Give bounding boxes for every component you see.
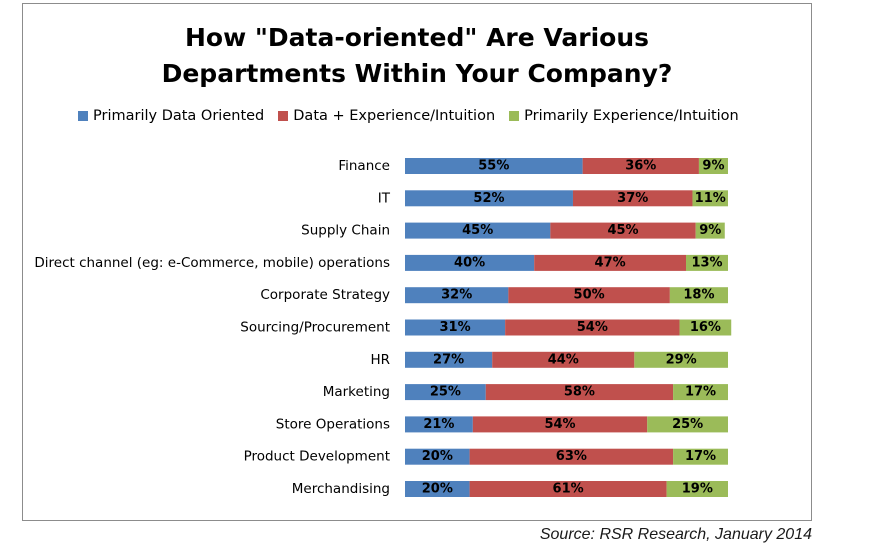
- category-label-marketing: Marketing: [323, 384, 390, 400]
- legend-swatch-data-plus-experience: [278, 111, 289, 121]
- category-label-corporate-strategy: Corporate Strategy: [260, 287, 390, 303]
- legend-label-data-oriented: Primarily Data Oriented: [93, 108, 265, 124]
- legend: Primarily Data Oriented Data + Experienc…: [78, 106, 753, 126]
- value-label-finance-primarily-data-oriented: 55%: [478, 159, 509, 174]
- value-label-store-operations-primarily-data-oriented: 21%: [423, 417, 454, 432]
- value-label-marketing-primarily-experience-intuition: 17%: [685, 385, 716, 400]
- chart-title: How "Data-oriented" Are Various Departme…: [161, 23, 673, 88]
- bar-marketing-primarily-data-oriented: [405, 384, 486, 401]
- value-label-direct-channel-eg-e-commerce-mobile-operations-primarily-data-oriented: 40%: [454, 255, 485, 270]
- value-label-store-operations-primarily-experience-intuition: 25%: [672, 417, 703, 432]
- value-label-corporate-strategy-primarily-experience-intuition: 18%: [683, 288, 714, 303]
- value-label-it-data-experience-intuition: 37%: [617, 191, 648, 206]
- bar-marketing-data-experience-intuition: [485, 384, 674, 401]
- value-label-finance-data-experience-intuition: 36%: [625, 159, 656, 174]
- bar-corporate-strategy-primarily-experience-intuition: [669, 287, 728, 304]
- bar-direct-channel-eg-e-commerce-mobile-operations-data-experience-intuition: [534, 254, 687, 271]
- bar-merchandising-primarily-data-oriented: [405, 481, 470, 497]
- bar-direct-channel-eg-e-commerce-mobile-operations-primarily-experience-intuition: [686, 254, 728, 271]
- value-label-direct-channel-eg-e-commerce-mobile-operations-data-experience-intuition: 47%: [595, 255, 626, 270]
- bar-marketing-primarily-experience-intuition: [673, 384, 728, 401]
- value-label-hr-primarily-experience-intuition: 29%: [666, 352, 697, 367]
- value-label-marketing-primarily-data-oriented: 25%: [430, 385, 461, 400]
- bar-sourcing-procurement-data-experience-intuition: [505, 319, 680, 336]
- value-label-supply-chain-primarily-data-oriented: 45%: [462, 223, 493, 238]
- value-label-merchandising-primarily-experience-intuition: 19%: [682, 482, 713, 497]
- value-label-it-primarily-experience-intuition: 11%: [695, 191, 726, 206]
- value-label-supply-chain-primarily-experience-intuition: 9%: [699, 223, 721, 238]
- bar-product-development-data-experience-intuition: [469, 448, 674, 465]
- value-label-hr-data-experience-intuition: 44%: [548, 352, 579, 367]
- bar-it-primarily-data-oriented: [405, 190, 573, 207]
- bar-it-data-experience-intuition: [572, 190, 693, 207]
- value-label-sourcing-procurement-primarily-experience-intuition: 16%: [690, 320, 721, 335]
- bar-product-development-primarily-experience-intuition: [673, 448, 728, 465]
- chart-frame: How "Data-oriented" Are Various Departme…: [22, 3, 812, 521]
- legend-label-data-plus-experience: Data + Experience/Intuition: [293, 108, 496, 124]
- bar-product-development-primarily-data-oriented: [405, 448, 470, 465]
- value-label-supply-chain-data-experience-intuition: 45%: [607, 223, 638, 238]
- bar-finance-data-experience-intuition: [582, 158, 699, 174]
- bar-store-operations-primarily-experience-intuition: [647, 416, 728, 433]
- legend-swatch-data-oriented: [78, 111, 88, 121]
- bar-direct-channel-eg-e-commerce-mobile-operations-primarily-data-oriented: [405, 254, 535, 271]
- bar-corporate-strategy-primarily-data-oriented: [405, 287, 509, 304]
- category-label-hr: HR: [370, 352, 390, 368]
- bar-corporate-strategy-data-experience-intuition: [508, 287, 670, 304]
- value-label-it-primarily-data-oriented: 52%: [473, 191, 504, 206]
- bar-supply-chain-primarily-experience-intuition: [695, 222, 725, 239]
- value-label-sourcing-procurement-primarily-data-oriented: 31%: [439, 320, 470, 335]
- bar-merchandising-primarily-experience-intuition: [666, 481, 728, 497]
- bar-supply-chain-data-experience-intuition: [550, 222, 696, 239]
- category-label-supply-chain: Supply Chain: [301, 223, 390, 239]
- category-label-sourcing-procurement: Sourcing/Procurement: [240, 320, 390, 336]
- bar-merchandising-data-experience-intuition: [469, 481, 667, 497]
- value-label-merchandising-primarily-data-oriented: 20%: [422, 482, 453, 497]
- legend-entry-data-plus-experience: Data + Experience/Intuition: [278, 108, 495, 124]
- value-label-hr-primarily-data-oriented: 27%: [433, 352, 464, 367]
- value-label-merchandising-data-experience-intuition: 61%: [553, 482, 584, 497]
- category-label-it: IT: [378, 190, 391, 206]
- bar-hr-data-experience-intuition: [492, 351, 635, 368]
- value-label-sourcing-procurement-data-experience-intuition: 54%: [577, 320, 608, 335]
- bar-store-operations-data-experience-intuition: [472, 416, 648, 433]
- bar-hr-primarily-data-oriented: [405, 351, 493, 368]
- bar-finance-primarily-experience-intuition: [698, 158, 728, 174]
- value-label-corporate-strategy-data-experience-intuition: 50%: [574, 288, 605, 303]
- value-label-product-development-primarily-data-oriented: 20%: [422, 449, 453, 464]
- bar-supply-chain-primarily-data-oriented: [405, 222, 551, 239]
- bar-finance-primarily-data-oriented: [405, 158, 583, 174]
- legend-entry-data-oriented: Primarily Data Oriented: [78, 108, 264, 124]
- legend-swatch-experience-intuition: [509, 111, 520, 121]
- bar-hr-primarily-experience-intuition: [634, 351, 728, 368]
- value-label-product-development-primarily-experience-intuition: 17%: [685, 449, 716, 464]
- value-label-store-operations-data-experience-intuition: 54%: [544, 417, 575, 432]
- value-label-product-development-data-experience-intuition: 63%: [556, 449, 587, 464]
- legend-label-experience-intuition: Primarily Experience/Intuition: [524, 108, 739, 124]
- value-label-marketing-data-experience-intuition: 58%: [564, 385, 595, 400]
- value-label-direct-channel-eg-e-commerce-mobile-operations-primarily-experience-intuition: 13%: [691, 255, 722, 270]
- category-label-finance: Finance: [338, 158, 390, 174]
- bar-it-primarily-experience-intuition: [692, 190, 728, 207]
- bar-sourcing-procurement-primarily-data-oriented: [405, 319, 506, 336]
- bar-sourcing-procurement-primarily-experience-intuition: [679, 319, 732, 336]
- value-label-finance-primarily-experience-intuition: 9%: [702, 159, 724, 174]
- legend-entry-experience-intuition: Primarily Experience/Intuition: [509, 108, 739, 124]
- bar-store-operations-primarily-data-oriented: [405, 416, 473, 433]
- bar-plot: Finance 55% 36% 9% IT 52% 37% 11% Supply Chain 45…: [34, 158, 732, 497]
- source-note: Source: RSR Research, January 2014: [539, 526, 812, 543]
- category-label-store-operations: Store Operations: [276, 416, 390, 432]
- category-label-merchandising: Merchandising: [292, 481, 390, 497]
- value-label-corporate-strategy-primarily-data-oriented: 32%: [441, 288, 472, 303]
- category-label-direct-channel-eg-e-commerce-mobile-operations: Direct channel (eg: e-Commerce, mobile) …: [34, 255, 390, 271]
- category-label-product-development: Product Development: [244, 449, 390, 465]
